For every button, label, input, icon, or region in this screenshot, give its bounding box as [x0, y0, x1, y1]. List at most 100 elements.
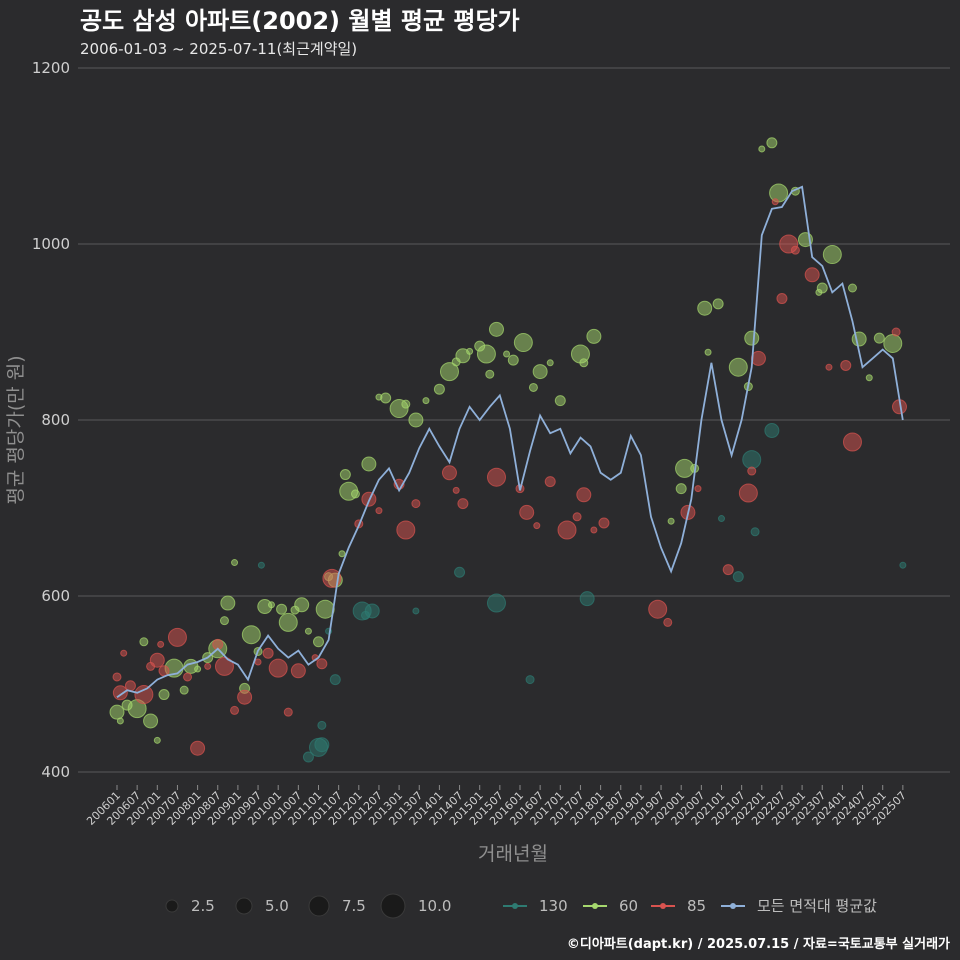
point-130 — [486, 593, 506, 613]
point-60 — [304, 627, 312, 635]
point-60 — [466, 347, 474, 355]
series-legend-label: 85 — [687, 897, 706, 915]
point-60 — [728, 357, 748, 377]
point-85 — [375, 507, 383, 515]
point-60 — [532, 364, 548, 380]
y-tick-label: 600 — [41, 587, 70, 605]
scatter-points — [109, 137, 907, 763]
point-85 — [230, 705, 240, 715]
point-60 — [109, 704, 125, 720]
point-130 — [257, 561, 265, 569]
point-130 — [314, 737, 330, 753]
point-60 — [546, 359, 554, 367]
point-130 — [579, 591, 595, 607]
size-legend-label: 7.5 — [342, 897, 366, 915]
point-60 — [194, 665, 202, 673]
y-tick-labels: 400 600 800 1000 1200 — [32, 59, 70, 781]
point-60 — [476, 344, 496, 364]
point-130 — [764, 423, 780, 439]
point-85 — [120, 649, 128, 657]
point-60 — [816, 282, 828, 294]
point-85 — [396, 520, 416, 540]
point-130 — [742, 450, 762, 470]
point-60 — [704, 348, 712, 356]
point-60 — [158, 689, 170, 701]
point-85 — [790, 245, 800, 255]
series-legend-label: 60 — [619, 897, 638, 915]
y-tick-label: 1000 — [32, 235, 70, 253]
point-60 — [339, 469, 351, 481]
point-60 — [579, 358, 589, 368]
point-60 — [485, 369, 495, 379]
average-price-line — [116, 185, 904, 698]
point-60 — [220, 595, 236, 611]
point-60 — [744, 330, 760, 346]
size-legend-label: 5.0 — [265, 897, 289, 915]
point-85 — [204, 662, 212, 670]
point-85 — [891, 327, 901, 337]
chart-subtitle: 2006-01-03 ~ 2025-07-11(최근계약일) — [80, 40, 357, 58]
point-130 — [525, 675, 535, 685]
series-legend-dot — [592, 903, 598, 909]
point-85 — [237, 689, 253, 705]
point-85 — [519, 504, 535, 520]
point-130 — [732, 571, 744, 583]
point-130 — [364, 603, 380, 619]
point-130 — [750, 527, 760, 537]
point-85 — [572, 512, 582, 522]
point-60 — [380, 392, 392, 404]
point-85 — [112, 672, 122, 682]
point-85 — [262, 647, 274, 659]
point-60 — [408, 412, 424, 428]
point-60 — [433, 383, 445, 395]
size-legend-label: 10.0 — [418, 897, 451, 915]
point-60 — [865, 374, 873, 382]
point-85 — [411, 499, 421, 509]
point-60 — [116, 717, 124, 725]
point-60 — [278, 612, 298, 632]
point-130 — [412, 607, 420, 615]
point-85 — [544, 476, 556, 488]
series-legend-dot — [512, 903, 518, 909]
x-axis-title: 거래년월 — [478, 843, 548, 865]
point-60 — [219, 616, 229, 626]
point-60 — [554, 395, 566, 407]
point-85 — [842, 432, 862, 452]
point-85 — [663, 617, 673, 627]
point-85 — [533, 522, 541, 530]
series-legend-label: 130 — [539, 897, 568, 915]
point-60 — [513, 333, 533, 353]
series-legend-dot — [730, 903, 736, 909]
point-85 — [167, 627, 187, 647]
average-line-layer — [116, 185, 904, 698]
point-85 — [254, 658, 262, 666]
point-85 — [183, 672, 193, 682]
point-85 — [441, 465, 457, 481]
y-tick-label: 400 — [41, 763, 70, 781]
point-60 — [488, 321, 504, 337]
point-60 — [139, 637, 149, 647]
point-85 — [804, 267, 820, 283]
point-85 — [157, 640, 165, 648]
point-85 — [722, 564, 734, 576]
point-60 — [313, 636, 324, 648]
point-85 — [557, 520, 577, 540]
size-legend-key — [165, 899, 179, 913]
point-60 — [503, 350, 511, 358]
point-60 — [422, 397, 430, 405]
point-85 — [486, 467, 506, 487]
point-60 — [675, 483, 687, 495]
point-60 — [401, 399, 411, 409]
point-130 — [317, 720, 327, 730]
point-60 — [267, 601, 275, 609]
point-60 — [667, 517, 675, 525]
point-60 — [851, 331, 867, 347]
chart-title: 공도 삼성 아파트(2002) 월별 평균 평당가 — [80, 7, 520, 35]
point-60 — [276, 603, 288, 615]
point-60 — [507, 354, 519, 366]
point-60 — [179, 685, 189, 695]
point-85 — [290, 663, 306, 679]
point-60 — [758, 145, 766, 153]
